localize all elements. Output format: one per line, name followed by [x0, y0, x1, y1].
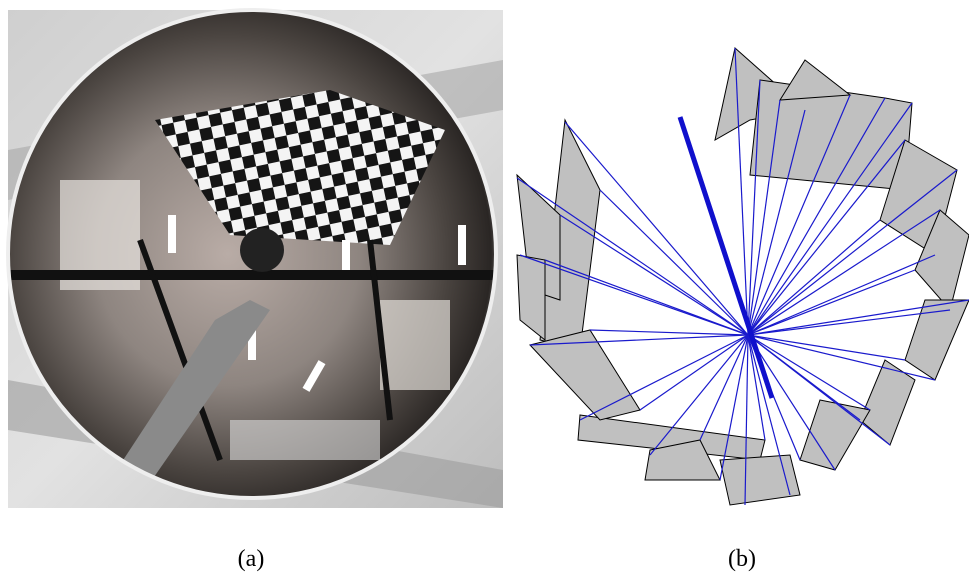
plane — [719, 454, 801, 506]
ray — [747, 94, 851, 336]
ray — [639, 334, 749, 411]
ray — [747, 269, 916, 336]
ray — [559, 214, 749, 336]
ray — [747, 79, 761, 336]
ray — [699, 334, 749, 441]
plane — [516, 254, 546, 342]
ray — [747, 334, 906, 361]
plane — [529, 329, 641, 421]
ray — [747, 169, 958, 336]
ray — [719, 334, 749, 481]
panel-a-photo — [6, 8, 503, 508]
ray — [747, 109, 806, 336]
ray — [747, 99, 781, 336]
ray — [519, 254, 749, 336]
ray — [747, 334, 791, 496]
ray — [747, 254, 936, 336]
ray — [747, 219, 881, 336]
ray — [747, 102, 913, 336]
ray — [747, 309, 951, 336]
ray — [747, 299, 969, 336]
ray — [529, 334, 749, 346]
ray — [649, 334, 749, 456]
caption-b: (b) — [728, 546, 756, 572]
plane — [779, 59, 852, 101]
ray — [747, 334, 836, 471]
panel-b-render — [516, 47, 969, 506]
ray — [544, 259, 749, 336]
ray — [747, 334, 766, 441]
ray — [734, 47, 749, 336]
plane — [799, 399, 871, 471]
ray — [747, 334, 891, 446]
ray — [747, 334, 936, 381]
ray — [744, 334, 749, 506]
ray — [564, 121, 749, 336]
main-ray — [677, 116, 775, 399]
ray — [589, 329, 749, 336]
ray — [747, 139, 906, 336]
ray — [747, 209, 941, 336]
ray — [579, 334, 749, 421]
ray — [599, 189, 749, 336]
ray — [747, 97, 886, 336]
ray — [747, 334, 871, 411]
ray — [516, 177, 749, 336]
caption-a: (a) — [238, 546, 265, 572]
